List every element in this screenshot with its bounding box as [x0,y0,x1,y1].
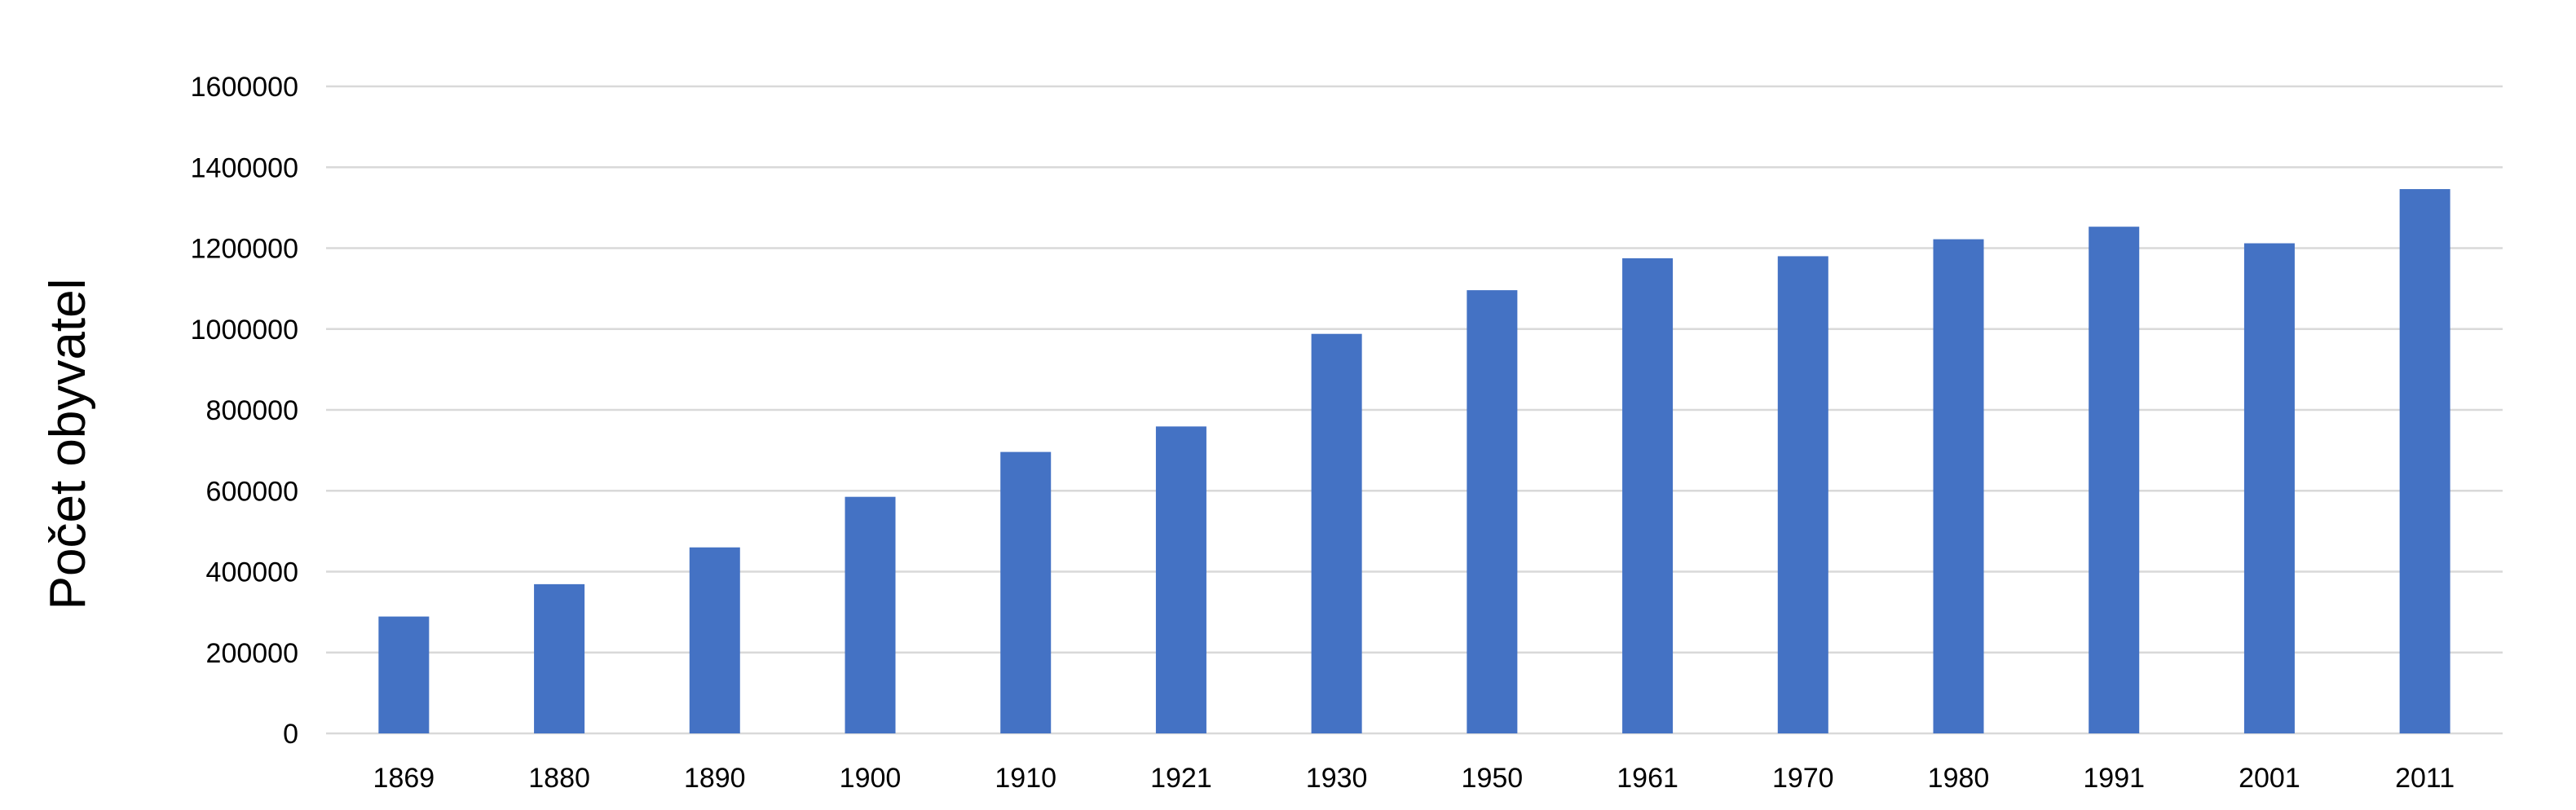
bar-1890 [689,547,740,733]
y-tick-label: 200000 [206,638,298,669]
bar-1910 [1000,451,1052,733]
x-tick-label: 2011 [2395,763,2455,794]
x-tick-label: 1950 [1462,763,1524,794]
bar-1950 [1467,290,1518,733]
x-tick-label: 1910 [995,763,1056,794]
bar-1900 [845,496,896,733]
y-axis-title: Počet obyvatel [40,279,96,610]
y-axis-ticks: 0 200000 400000 600000 800000 1000000 1200000 1… [191,72,298,750]
y-tick-label: 400000 [206,557,298,588]
x-tick-label: 1880 [528,763,590,794]
bar-1921 [1155,426,1206,733]
y-tick-label: 600000 [206,476,298,507]
x-tick-label: 1961 [1617,763,1678,794]
x-tick-label: 1921 [1150,763,1212,794]
bar-1961 [1622,258,1674,733]
y-tick-label: 1200000 [191,234,298,265]
bar-1970 [1777,256,1828,733]
y-tick-label: 1000000 [191,315,298,346]
gridlines [326,85,2503,735]
x-tick-label: 1980 [1928,763,1990,794]
y-tick-label: 0 [283,719,298,750]
y-tick-label: 1400000 [191,152,298,183]
x-tick-label: 1970 [1772,763,1834,794]
x-tick-label: 1900 [840,763,902,794]
bar-2001 [2243,243,2295,733]
y-tick-label: 800000 [206,395,298,426]
bar-2011 [2399,189,2450,734]
x-axis-ticks: 1869 1880 1890 1900 1910 1921 1930 1950 1961 1970… [373,763,2455,794]
x-tick-label: 1930 [1306,763,1368,794]
x-tick-label: 2001 [2239,763,2300,794]
bar-1991 [2089,227,2140,734]
bar-1980 [1933,239,1984,733]
bar-1869 [378,616,430,733]
bar-1880 [534,583,585,733]
bars [378,189,2450,734]
x-tick-label: 1991 [2083,763,2145,794]
x-tick-label: 1890 [684,763,746,794]
bar-1930 [1311,333,1362,733]
y-tick-label: 1600000 [191,72,298,103]
x-tick-label: 1869 [373,763,435,794]
